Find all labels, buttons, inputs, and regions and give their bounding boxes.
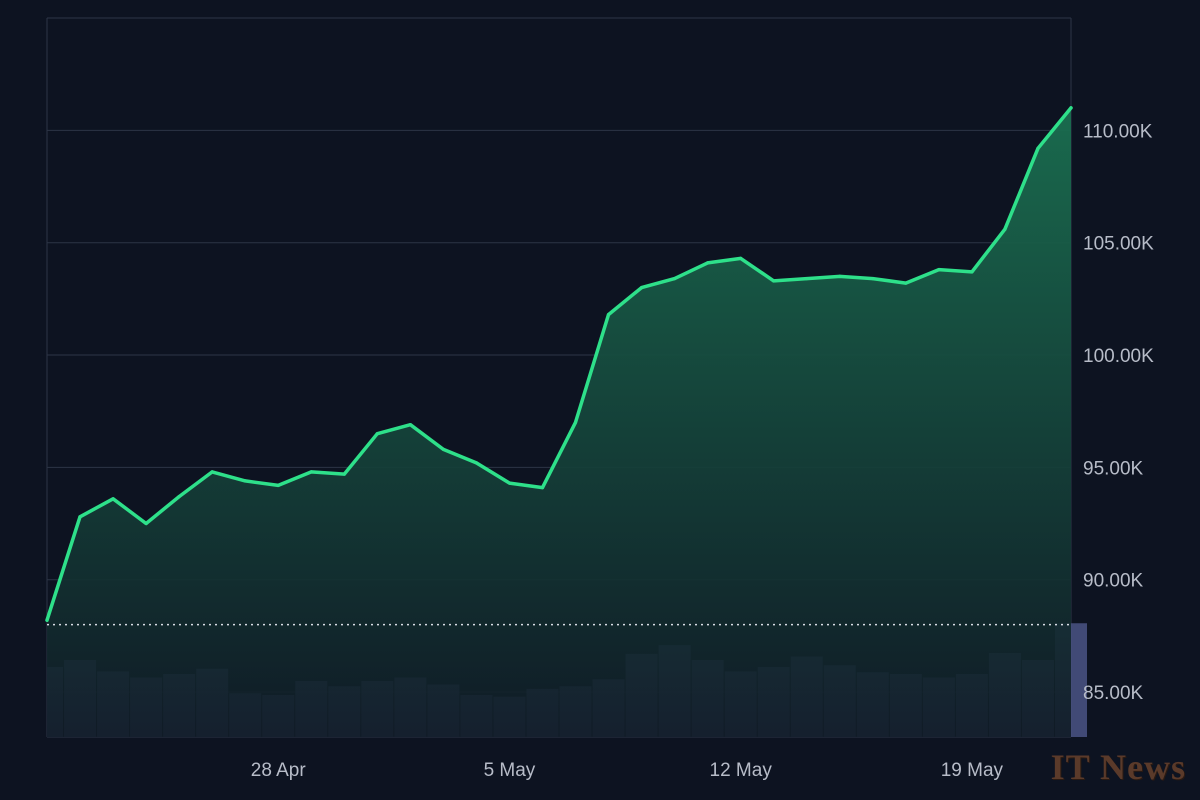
price-point [144,521,148,526]
price-point [1003,227,1007,231]
y-tick-label: 95.00K [1083,458,1144,479]
price-point [243,479,247,483]
price-point [706,261,710,265]
price-point [375,432,379,436]
y-tick-label: 100.00K [1083,346,1154,367]
y-tick-label: 90.00K [1083,571,1144,592]
price-point [805,277,809,281]
price-point [309,470,313,474]
price-point [673,277,677,281]
price-line [45,106,1073,622]
price-point [540,486,545,490]
price-point [838,274,842,278]
x-tick-label: 19 May [941,760,1004,781]
price-point [739,256,743,260]
price-point [210,470,214,474]
price-point [606,313,611,317]
price-point [871,277,875,281]
y-tick-label: 110.00K [1083,121,1153,142]
price-point [573,420,578,424]
price-point [772,279,776,283]
price-point [408,423,412,427]
price-point [970,270,974,274]
price-point [937,268,941,272]
price-point [441,447,445,451]
price-point [45,618,49,622]
x-tick-label: 12 May [710,760,773,781]
price-point [78,515,82,519]
price-point [177,495,181,499]
price-point [507,481,512,485]
watermark-logo: IT News [1050,747,1186,787]
price-point [111,497,115,501]
x-tick-label: 28 Apr [251,760,307,781]
y-tick-label: 105.00K [1083,234,1154,255]
price-point [474,461,478,465]
x-tick-label: 5 May [484,760,536,781]
price-point [1069,106,1073,110]
price-point [342,472,346,476]
price-point [640,286,644,290]
price-point [276,483,280,487]
price-area [47,107,1071,737]
y-tick-label: 85.00K [1083,683,1144,704]
price-point [1036,146,1040,150]
price-point [904,281,908,285]
